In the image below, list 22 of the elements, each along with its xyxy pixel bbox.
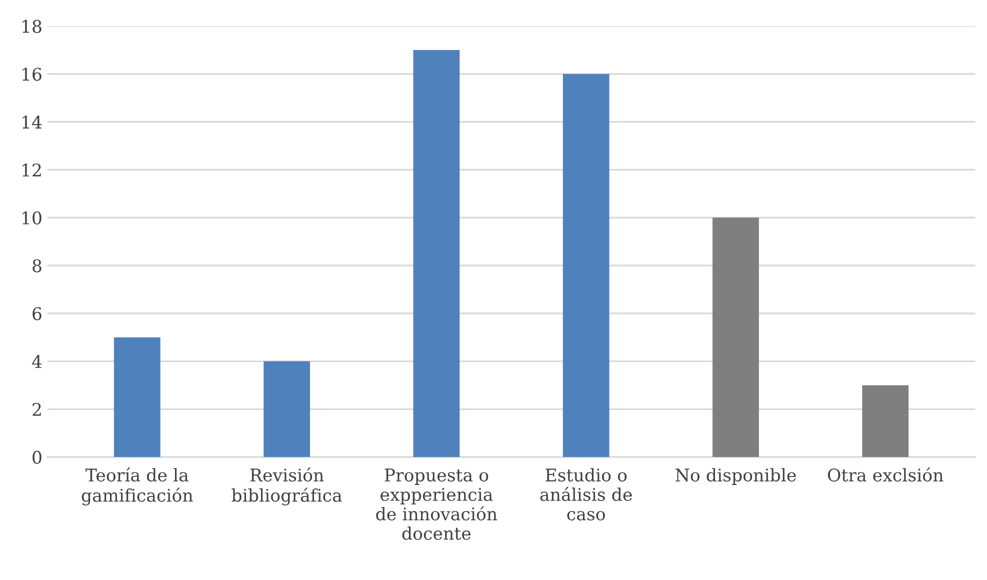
y-tick-label: 0 [32, 450, 42, 464]
x-tick-label: Otra exclsión [828, 467, 944, 482]
x-tick-label: Teoría de la gamificación [82, 467, 193, 506]
y-tick-label: 6 [32, 307, 42, 320]
bar [413, 50, 460, 458]
y-tick-label: 12 [22, 163, 41, 176]
bar [862, 385, 909, 458]
x-tick-label: Propuesta o expperiencia de innovación docente [376, 468, 498, 540]
y-tick-label: 8 [32, 259, 42, 272]
y-tick-label: 10 [22, 211, 42, 224]
bar [264, 361, 310, 458]
y-tick-label: 14 [22, 116, 42, 128]
bar [712, 218, 759, 458]
x-tick-label: No disponible [676, 468, 796, 485]
bar [114, 337, 160, 458]
y-tick-label: 4 [32, 354, 42, 368]
bar [562, 74, 610, 458]
x-tick-label: Estudio o análisis de caso [540, 468, 632, 520]
x-tick-label: Revisión bibliográfica [232, 467, 342, 506]
y-tick-label: 16 [22, 68, 42, 81]
y-tick-label: 2 [32, 402, 41, 416]
y-tick-label: 18 [22, 20, 42, 33]
